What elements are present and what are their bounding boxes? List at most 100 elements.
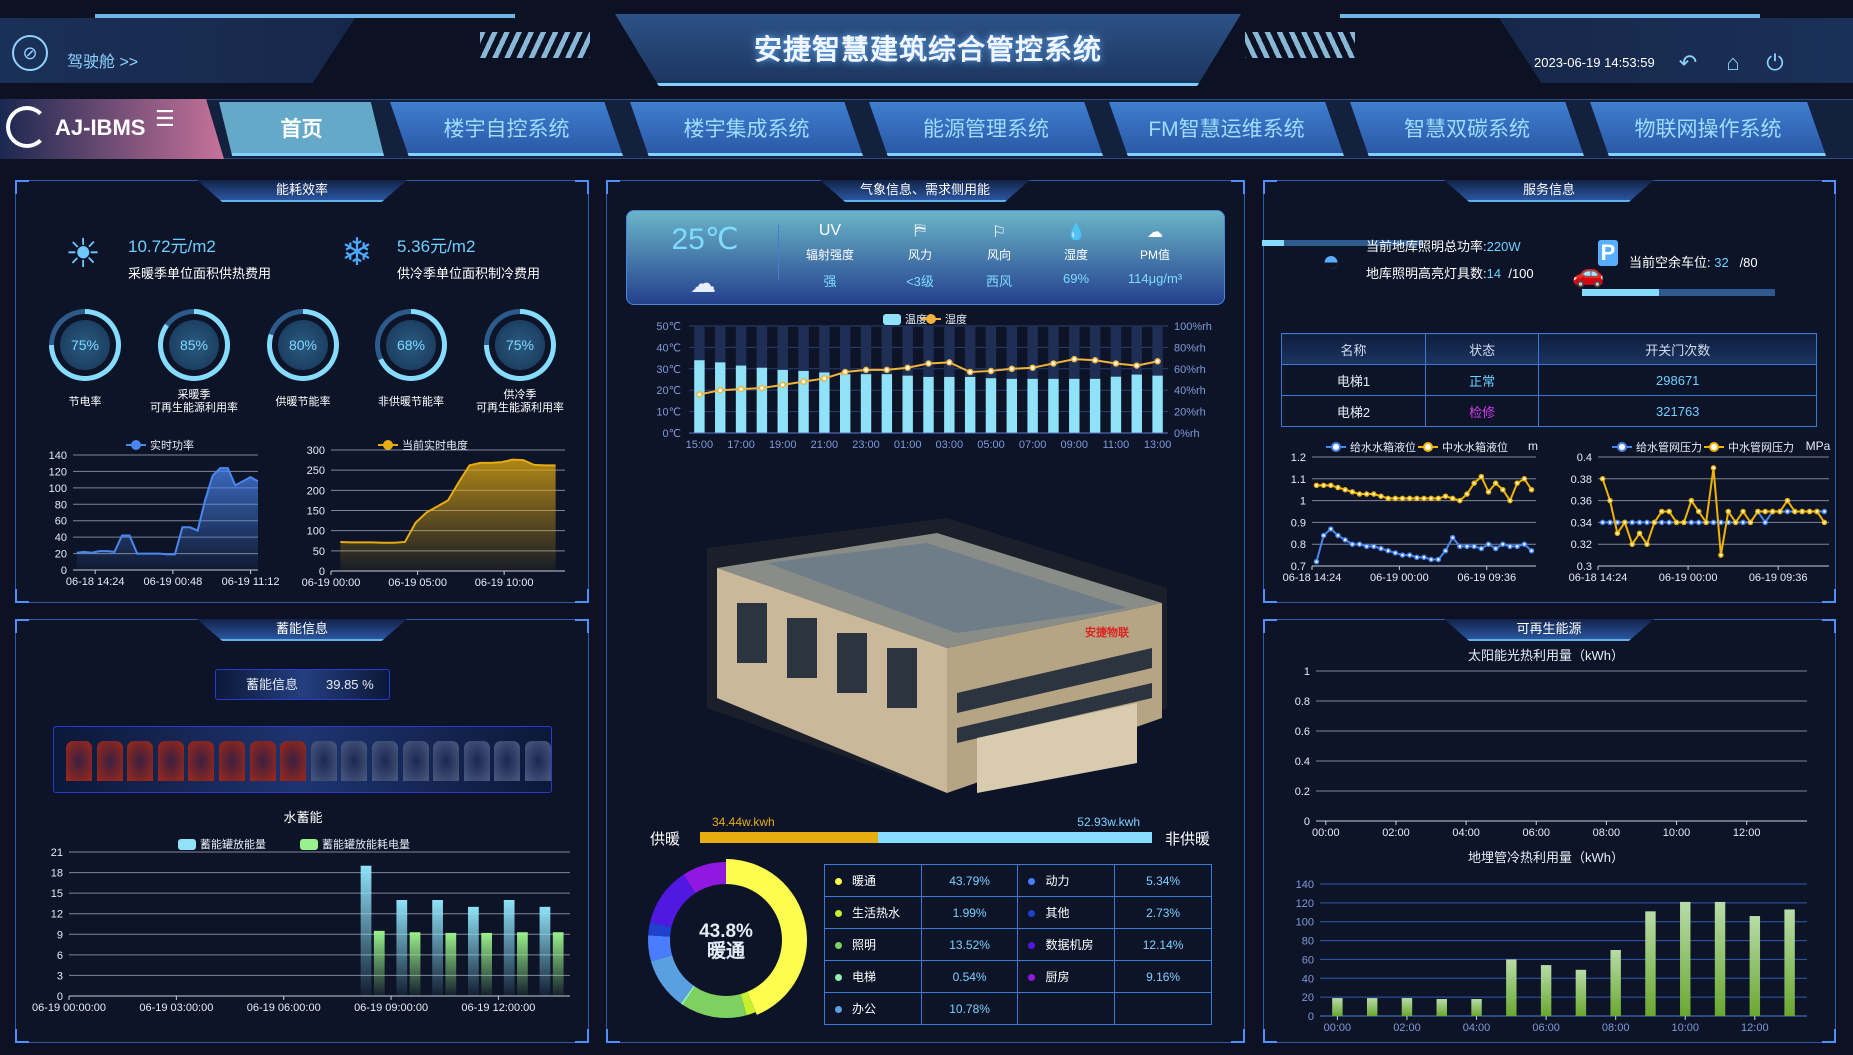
panel-title: 气象信息、需求侧用能 bbox=[820, 180, 1030, 202]
header-decor-line bbox=[95, 14, 515, 18]
gauge-label: 非供暖节能率 bbox=[378, 396, 444, 408]
panel-corner bbox=[1822, 589, 1836, 603]
uv-label: UV bbox=[818, 222, 842, 239]
gauge: 68% bbox=[375, 309, 447, 381]
panel-corner bbox=[1822, 180, 1836, 194]
weather-item-label: PM值 bbox=[1139, 248, 1170, 262]
panel-corner bbox=[1263, 1029, 1277, 1043]
panel-corner bbox=[15, 619, 29, 633]
weather-item: ⛿ 风力 <3级 bbox=[875, 222, 965, 290]
cooling-cost-label: 供冷季单位面积制冷费用 bbox=[397, 266, 541, 281]
weather-item-value: 强 bbox=[823, 274, 837, 289]
tab-energy-management[interactable]: 能源管理系统 bbox=[869, 102, 1103, 156]
building-left-facade bbox=[717, 568, 947, 793]
gauge-label: 供暖节能率 bbox=[275, 396, 331, 408]
gauge-ring: 68% bbox=[375, 309, 447, 381]
gauge: 80% bbox=[267, 309, 339, 381]
tab-dual-carbon[interactable]: 智慧双碳系统 bbox=[1350, 102, 1584, 156]
legend-name: 照明 bbox=[824, 928, 922, 961]
non-heating-value: 52.93w.kwh bbox=[1077, 815, 1140, 829]
heating-label: 供暖 bbox=[650, 831, 681, 848]
storage-cell-filled bbox=[249, 741, 276, 781]
building-3d-model[interactable]: 安捷物联 bbox=[697, 508, 1172, 798]
storage-cell-empty bbox=[433, 741, 460, 781]
renewable-panel bbox=[1263, 619, 1836, 1043]
home-icon[interactable]: ⌂ bbox=[1726, 50, 1740, 75]
col-name: 名称 bbox=[1281, 333, 1426, 365]
storage-cell-filled bbox=[96, 741, 123, 781]
weather-item-label: 辐射强度 bbox=[805, 248, 854, 262]
lighting-count-label: 地库照明高亮灯具数: bbox=[1366, 266, 1487, 281]
legend-name: 生活热水 bbox=[824, 896, 922, 929]
header-right-plate bbox=[1499, 18, 1853, 83]
sun-icon: ☀ bbox=[65, 232, 101, 276]
tab-building-integration[interactable]: 楼宇集成系统 bbox=[630, 102, 863, 156]
gauge-label: 节电率 bbox=[68, 396, 102, 408]
parking-bar bbox=[1582, 289, 1775, 296]
table-row[interactable]: 电梯1 正常 298671 bbox=[1281, 364, 1817, 396]
legend-value: 13.52% bbox=[920, 928, 1019, 961]
weather-item-value: 69% bbox=[1062, 271, 1090, 286]
panel-corner bbox=[1263, 589, 1277, 603]
elevator-table: 名称 状态 开关门次数 电梯1 正常 298671 电梯2 检修 321763 bbox=[1281, 333, 1817, 427]
gauge-ring: 75% bbox=[49, 309, 121, 381]
storage-cell-empty bbox=[494, 741, 521, 781]
storage-cell-empty bbox=[310, 741, 337, 781]
legend-name: 其他 bbox=[1017, 896, 1116, 929]
power-icon[interactable]: ⏻ bbox=[1766, 50, 1784, 75]
tab-iot-os[interactable]: 物联网操作系统 bbox=[1590, 102, 1826, 156]
panel-corner bbox=[15, 1029, 29, 1043]
tab-fm-operations[interactable]: FM智慧运维系统 bbox=[1109, 102, 1344, 156]
lighting-power-value: 220W bbox=[1486, 239, 1521, 254]
gauge: 85% bbox=[158, 309, 230, 381]
tab-building-automation[interactable]: 楼宇自控系统 bbox=[390, 102, 623, 156]
table-row[interactable]: 电梯2 检修 321763 bbox=[1281, 395, 1817, 427]
logo-mark-icon bbox=[6, 106, 48, 148]
storage-cell-filled bbox=[127, 741, 154, 781]
weather-item: UV 辐射强度强 bbox=[785, 222, 875, 290]
legend-value: 0.54% bbox=[920, 960, 1019, 993]
gauge-label: 供冷季 可再生能源利用率 bbox=[476, 389, 564, 414]
legend-row: 生活热水 1.99% 其他 2.73% bbox=[824, 896, 1212, 929]
col-door-count: 开关门次数 bbox=[1538, 333, 1817, 365]
lighting-power-bar bbox=[1262, 240, 1422, 246]
cooling-cost-value: 5.36元/m2 bbox=[397, 237, 476, 256]
wind-force-icon: ⛿ bbox=[914, 222, 926, 239]
header-stripes bbox=[480, 32, 590, 58]
legend-value: 12.14% bbox=[1114, 928, 1212, 961]
cockpit-icon[interactable]: ⊘ bbox=[12, 35, 48, 71]
storage-cell-filled bbox=[218, 741, 245, 781]
back-icon[interactable]: ↶ bbox=[1678, 50, 1698, 75]
gauge-value: 85% bbox=[169, 320, 219, 370]
weather-item-value: 114μg/m³ bbox=[1127, 271, 1183, 286]
cell-status: 检修 bbox=[1424, 395, 1540, 427]
weather-item-value: <3级 bbox=[906, 274, 934, 289]
pm-cloud-icon: ☁ bbox=[1147, 224, 1163, 241]
legend-name: 电梯 bbox=[824, 960, 922, 993]
cell-name: 电梯1 bbox=[1281, 364, 1426, 396]
header-stripes bbox=[1245, 32, 1355, 58]
menu-toggle-icon[interactable]: ☰ bbox=[155, 106, 175, 131]
weather-item: ☁ PM值 114μg/m³ bbox=[1110, 222, 1200, 286]
heating-value: 34.44w.kwh bbox=[712, 815, 775, 829]
storage-info-value: 39.85 % bbox=[326, 677, 374, 692]
ceiling-lamp-icon: ◓ bbox=[1322, 245, 1341, 278]
building-entrance bbox=[977, 703, 1137, 793]
heating-cost-label: 采暖季单位面积供热费用 bbox=[128, 266, 272, 281]
lighting-count: 地库照明高亮灯具数:14 /100 bbox=[1366, 263, 1534, 282]
tab-home[interactable]: 首页 bbox=[219, 102, 384, 156]
panel-corner bbox=[575, 589, 589, 603]
gauge-value: 68% bbox=[386, 320, 436, 370]
gauge: 75% bbox=[49, 309, 121, 381]
panel-corner bbox=[1263, 180, 1277, 194]
gauge: 75% bbox=[484, 309, 556, 381]
legend-name: 厨房 bbox=[1017, 960, 1116, 993]
panel-title: 蓄能信息 bbox=[197, 619, 407, 641]
legend-dot-icon bbox=[835, 942, 842, 949]
parking: 当前空余车位: 32 /80 bbox=[1629, 252, 1758, 271]
datetime: 2023-06-19 14:53:59 bbox=[1534, 55, 1655, 70]
cell-count: 298671 bbox=[1538, 364, 1817, 396]
lighting-power-label: 当前地库照明总功率: bbox=[1366, 239, 1487, 254]
cockpit-link[interactable]: 驾驶舱 >> bbox=[67, 54, 139, 71]
legend-row: 暖通 43.79% 动力 5.34% bbox=[824, 864, 1212, 897]
